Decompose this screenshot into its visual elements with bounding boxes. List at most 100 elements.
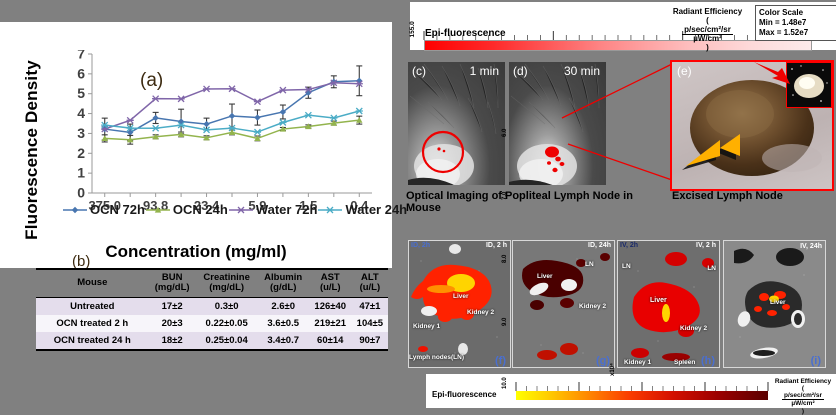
organ-label-liver: Liver	[650, 297, 667, 304]
mouse-fur-texture-d	[509, 63, 600, 185]
chart-y-tick-label: 5	[77, 85, 85, 101]
chart-x-axis-title: Concentration (mg/ml)	[0, 240, 392, 268]
chart-y-tick-label: 3	[77, 125, 85, 141]
panel-h-tag: (h)	[700, 355, 715, 367]
organ-label-spleen: Spleen	[674, 359, 696, 366]
legend-item-ocn-24h: OCN 24h	[145, 202, 228, 217]
table-row: OCN treated 2 h 20±3 0.22±0.05 3.6±0.5 219±2…	[36, 314, 388, 332]
table-row: Untreated 17±2 0.3±0 2.6±0 126±40 47±1	[36, 297, 388, 315]
bottom-colorbar-ticks: 10.0 9.0 8.0 7.0 6.0	[502, 128, 770, 391]
bottom-colorbar-tick-label: 10.0	[502, 377, 508, 389]
organ-label-ln: LN	[585, 261, 594, 268]
chart-x-tick-label: 375.0	[88, 198, 121, 213]
chart-series-water-72h	[101, 79, 363, 133]
table-column-header: Albumin (g/dL)	[264, 272, 303, 293]
panel-f-tag: (f)	[495, 355, 506, 367]
chart-x-tick-label: 0.4	[350, 198, 369, 213]
top-radiant-fraction: (p/sec/cm²/sr µW/cm²)	[682, 15, 733, 53]
top-radiant-title: Radiant Efficiency	[672, 7, 743, 16]
organ-label-kidney-1: Kidney 1	[413, 323, 441, 330]
table-column-header: AST (u/L)	[319, 272, 341, 293]
bottom-radiant-title: Radiant Efficiency	[774, 378, 832, 385]
legend-item-ocn-72h: OCN 72h	[62, 202, 145, 217]
color-scale-max: Max = 1.52e7	[759, 28, 809, 37]
table-header: Mouse BUN (mg/dL) Creatinine (mg/dL) Albumin(…	[36, 269, 388, 298]
color-scale-title: Color Scale	[759, 8, 804, 17]
bottom-colorbar-gradient	[516, 391, 768, 400]
chart-y-axis-title: Fluorescence Density	[22, 60, 41, 240]
mouse-fur-texture-c	[408, 63, 499, 185]
table-cell-ast: 219±21	[314, 317, 347, 329]
table-body: Untreated 17±2 0.3±0 2.6±0 126±40 47±1 OCN tre…	[36, 297, 388, 350]
organ-image-panel-h: Liver LN LN Kidney 2 Kidney 1 Spleen IV,…	[617, 240, 720, 368]
chart-y-tick-label: 6	[77, 65, 85, 81]
table-cell-bun: 17±2	[161, 300, 183, 312]
legend-marker-icon	[228, 206, 253, 213]
table-cell-creatinine: 0.22±0.05	[205, 317, 248, 329]
organ-header-h: IV, 2 h	[696, 242, 716, 249]
table-cell-albumin: 3.6±0.5	[267, 317, 299, 329]
chart-y-tick-label: 0	[77, 185, 85, 201]
panel-g-tag: (g)	[595, 355, 610, 367]
top-colorbar-label: Epi-fluorescence	[425, 28, 506, 39]
table-cell-creatinine: 0.3±0	[214, 300, 239, 312]
top-radiant-efficiency-label: Radiant Efficiency (p/sec/cm²/sr µW/cm²)	[660, 7, 755, 53]
red-arrow-inset	[754, 62, 790, 84]
chart-x-tick-label: 23.4	[194, 198, 220, 213]
table-cell-bun: 20±3	[161, 317, 183, 329]
chart-y-tick-label: 2	[77, 145, 85, 161]
bottom-radiant-numerator: p/sec/cm²/sr	[782, 392, 824, 401]
organ-fluorescence-i	[724, 241, 825, 367]
top-radiant-denominator: µW/cm²	[693, 34, 722, 44]
panel-i-tag: (i)	[810, 355, 821, 367]
color-scale-box: Color Scale Min = 1.48e7 Max = 1.52e7	[755, 5, 836, 41]
table-cell-mouse: OCN treated 24 h	[53, 334, 131, 346]
blood-chemistry-table: Mouse BUN (mg/dL) Creatinine (mg/dL) Albumin(…	[36, 268, 388, 351]
table-cell-mouse: Untreated	[70, 300, 115, 312]
chart-series-ocn-24h	[101, 115, 363, 145]
yellow-arrow-node	[682, 134, 740, 170]
legend-item-water-72h: Water 72h	[228, 202, 318, 217]
organ-label-liver: Liver	[453, 293, 469, 300]
table-cell-ast: 126±40	[314, 300, 347, 312]
table-cell-alt: 47±1	[359, 300, 381, 312]
panel-d-time: 30 min	[563, 64, 600, 78]
caption-excised-node: Excised Lymph Node	[672, 190, 783, 202]
organ-label-ln-left: LN	[622, 263, 631, 270]
organ-fluorescence-h	[618, 241, 719, 367]
table-header-row: Mouse BUN (mg/dL) Creatinine (mg/dL) Albumin(…	[36, 269, 388, 298]
table-column-header: BUN (mg/dL)	[154, 272, 190, 293]
legend-marker-icon	[145, 206, 170, 213]
bottom-colorbar-exponent: x10⁴	[610, 363, 616, 376]
legend-label: Water 72h	[255, 202, 318, 217]
legend-label: OCN 24h	[172, 202, 228, 217]
legend-marker-icon	[318, 206, 343, 213]
color-scale-min: Min = 1.48e7	[759, 18, 807, 27]
caption-popliteal-imaging: Optical Imaging of Popliteal Lymph Node …	[406, 190, 633, 214]
panel-c-tag: (c)	[412, 64, 426, 78]
organ-image-panel-f: Liver Kidney 1 Kidney 2 Lymph nodes(LN) …	[408, 240, 511, 368]
chart-legend: OCN 72h OCN 24h Water 72h Water 24h	[62, 202, 407, 217]
chart-x-tick-label: 5.9	[248, 198, 266, 213]
chart-y-tick-label: 1	[77, 165, 85, 181]
organ-image-panel-g: Liver LN Kidney 2 ID, 24h (g)	[512, 240, 615, 368]
bottom-colorbar-tick-label: 7.0	[502, 191, 508, 200]
bottom-colorbar-tick-label: 9.0	[502, 317, 508, 326]
panel-d-tag: (d)	[513, 64, 528, 78]
chart-series-water-24h	[101, 107, 363, 136]
excised-node-inset	[786, 62, 832, 108]
chart-plot-area: 0 1 2 3 4 5 6 7 375.0 93.8 23.4 5.9 1.5 0.4	[66, 50, 376, 215]
bottom-colorbar-label: Epi-fluorescence	[432, 390, 497, 399]
table-column-header: ALT (u/L)	[359, 272, 381, 293]
panel-c-time: 1 min	[469, 64, 499, 78]
node-inset-image	[787, 63, 831, 107]
bottom-radiant-efficiency-label: Radiant Efficiency (p/sec/cm²/sr µW/cm²)	[772, 378, 834, 415]
legend-label: OCN 72h	[90, 202, 145, 217]
mouse-image-panel-d: (d) 30 min	[509, 62, 606, 185]
table-cell-creatinine: 0.25±0.04	[205, 334, 248, 346]
organ-label-ln-right: LN	[707, 265, 716, 272]
organ-label-kidney-2: Kidney 2	[579, 303, 607, 310]
mouse-image-panel-c: (c) 1 min	[408, 62, 505, 185]
organ-label-kidney-2: Kidney 2	[680, 325, 708, 332]
